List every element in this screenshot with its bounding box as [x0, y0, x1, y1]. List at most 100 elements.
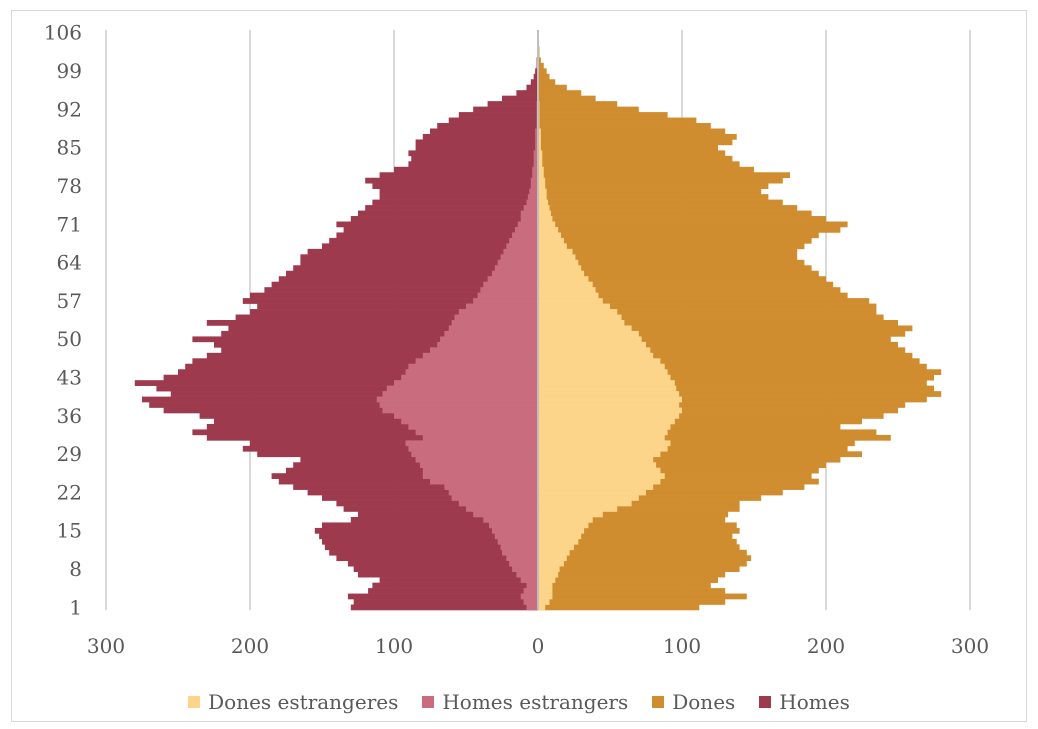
bar-dones-age-43	[538, 374, 934, 381]
bar-dones-estrangeres-age-69	[538, 232, 562, 239]
bar-homes-estrangers-age-19	[466, 506, 538, 512]
bar-dones-estrangeres-age-72	[538, 216, 553, 222]
bar-dones-age-16	[538, 522, 737, 529]
bar-dones-estrangeres-age-47	[538, 352, 654, 359]
y-tick-label-1: 1	[69, 595, 82, 619]
bar-homes-estrangers-age-20	[458, 500, 538, 507]
bar-dones-age-65	[538, 254, 798, 261]
bar-dones-age-63	[538, 265, 812, 272]
bar-homes-age-89	[437, 123, 538, 129]
bar-homes-age-40	[170, 391, 539, 397]
bar-homes-age-49	[214, 341, 538, 348]
bar-dones-estrangeres-age-14	[538, 533, 582, 540]
bar-dones-age-47	[538, 352, 913, 359]
bar-dones-estrangeres-age-61	[538, 276, 589, 282]
bar-homes-age-17	[350, 516, 538, 523]
bar-homes-age-95	[516, 90, 538, 96]
bar-homes-estrangers-age-30	[408, 445, 538, 452]
bar-dones-estrangeres-age-12	[538, 544, 574, 551]
bar-dones-estrangeres-age-52	[538, 325, 632, 332]
bar-dones-estrangeres-age-87	[538, 133, 541, 140]
bar-dones-age-18	[538, 511, 729, 518]
y-tick-label-15: 15	[57, 519, 82, 543]
bar-homes-estrangers-age-29	[411, 451, 538, 458]
bar-dones-age-46	[538, 358, 920, 365]
bar-homes-age-84	[408, 150, 538, 157]
bar-dones-estrangeres-age-35	[538, 418, 675, 425]
y-tick-label-92: 92	[57, 97, 82, 121]
bar-homes-age-27	[293, 462, 538, 469]
bar-dones-estrangeres-age-24	[538, 478, 661, 485]
legend-label-dones-estrangeres: Dones estrangeres	[208, 690, 399, 714]
bar-dones-estrangeres-age-76	[538, 194, 547, 200]
bar-dones-estrangeres-age-25	[538, 473, 665, 479]
bar-dones-estrangeres-age-40	[538, 391, 680, 397]
bar-homes-age-45	[185, 363, 538, 370]
bar-dones-estrangeres-age-4	[538, 588, 553, 594]
bar-homes-age-72	[350, 216, 538, 222]
bar-homes-age-82	[408, 161, 538, 168]
bar-homes-age-56	[257, 303, 538, 310]
bar-homes-age-70	[343, 226, 538, 233]
bar-dones-age-87	[538, 133, 737, 140]
bar-homes-estrangers-age-15	[491, 527, 538, 534]
bar-dones-estrangeres-age-34	[538, 423, 671, 430]
bar-dones-age-10	[538, 555, 752, 562]
bar-dones-estrangeres-age-80	[538, 172, 544, 179]
bar-homes-age-41	[156, 385, 538, 392]
bar-dones-estrangeres-age-3	[538, 593, 553, 600]
bar-dones-age-3	[538, 593, 747, 600]
bar-homes-estrangers-age-44	[405, 369, 538, 376]
bar-dones-estrangeres-age-78	[538, 183, 546, 189]
y-tick-label-106: 106	[44, 21, 82, 45]
bar-homes-estrangers-age-47	[422, 352, 538, 359]
bar-dones-estrangeres-age-48	[538, 347, 651, 354]
bar-dones-estrangeres-age-60	[538, 281, 593, 288]
bar-homes-age-86	[415, 139, 538, 146]
bar-homes-estrangers-age-31	[405, 440, 538, 447]
bar-homes-estrangers-age-41	[386, 385, 538, 392]
bar-dones-estrangeres-age-54	[538, 314, 622, 321]
bar-dones-estrangeres-age-62	[538, 270, 585, 277]
bar-homes-estrangers-age-66	[503, 248, 538, 255]
x-tick-label-4: 100	[663, 634, 701, 658]
bar-dones-age-20	[538, 500, 740, 507]
bar-homes-estrangers-age-11	[502, 549, 538, 556]
bar-dones-age-57	[538, 298, 870, 304]
bar-dones-age-92	[538, 106, 639, 113]
bar-dones-estrangeres-age-79	[538, 177, 546, 184]
bar-dones-age-58	[538, 292, 848, 299]
legend-item-dones: Dones	[652, 690, 735, 714]
bar-dones-estrangeres-age-31	[538, 440, 671, 447]
bar-dones-age-36	[538, 413, 884, 419]
bar-dones-estrangeres-age-30	[538, 445, 668, 452]
bar-homes-estrangers-age-21	[451, 495, 538, 501]
bar-dones-age-95	[538, 90, 582, 96]
bar-dones-age-54	[538, 314, 884, 321]
bar-dones-age-72	[538, 216, 826, 222]
bar-dones-age-53	[538, 320, 898, 326]
bar-homes-age-54	[235, 314, 538, 321]
bar-dones-estrangeres-age-84	[538, 150, 543, 157]
bar-dones-estrangeres-age-23	[538, 484, 654, 490]
bar-homes-estrangers-age-1	[526, 604, 538, 611]
bar-homes-age-36	[199, 413, 538, 419]
bar-homes-age-2	[353, 599, 538, 605]
legend-item-homes: Homes	[759, 690, 850, 714]
bar-homes-estrangers-age-68	[509, 237, 538, 244]
legend-swatch-homes-estrangers	[422, 696, 435, 708]
bar-homes-age-98	[533, 73, 538, 80]
bar-homes-age-74	[365, 205, 538, 211]
bar-homes-age-24	[278, 478, 538, 485]
bar-dones-age-83	[538, 155, 733, 162]
bar-dones-age-12	[538, 544, 740, 551]
bar-dones-age-11	[538, 549, 747, 556]
bar-dones-age-97	[538, 79, 556, 86]
bar-dones-estrangeres-age-41	[538, 385, 677, 392]
chart-legend: Dones estrangeres Homes estrangers Dones…	[0, 690, 1038, 714]
y-tick-label-99: 99	[57, 59, 82, 83]
bar-dones-age-96	[538, 84, 567, 91]
bar-dones-age-41	[538, 385, 934, 392]
bar-homes-estrangers-age-7	[516, 571, 538, 578]
bar-homes-age-53	[206, 320, 539, 326]
